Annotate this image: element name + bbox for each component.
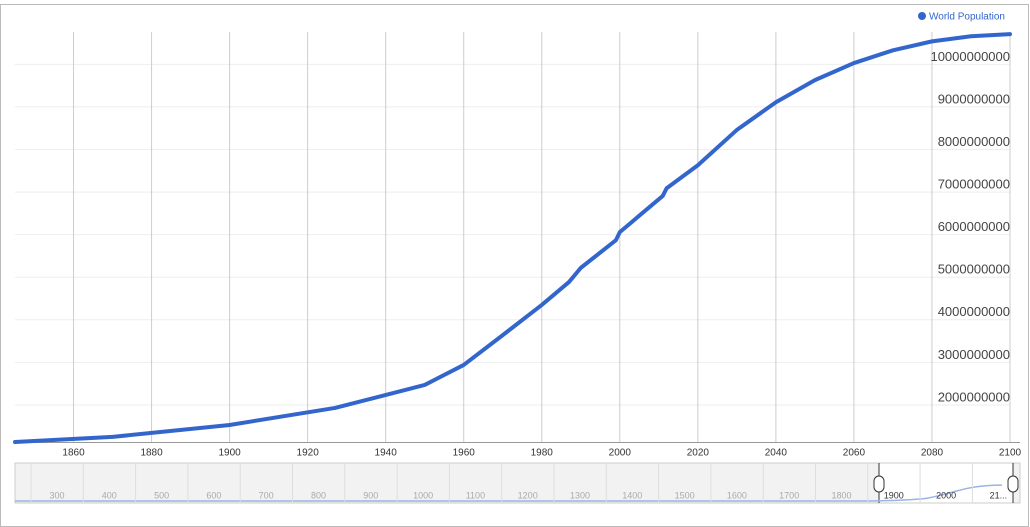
y-tick-label: 9000000000 bbox=[938, 91, 1010, 106]
navigator-label: 800 bbox=[311, 490, 326, 500]
legend-swatch bbox=[918, 12, 926, 20]
y-tick-label: 2000000000 bbox=[938, 389, 1010, 404]
navigator-line bbox=[15, 484, 1003, 502]
x-tick-label: 1940 bbox=[375, 448, 398, 459]
navigator-label: 1600 bbox=[727, 490, 747, 500]
navigator-label: 1400 bbox=[622, 490, 642, 500]
x-tick-label: 2080 bbox=[921, 448, 944, 459]
navigator bbox=[14, 462, 1021, 504]
navigator-window bbox=[878, 462, 1014, 504]
navigator-label: 1300 bbox=[570, 490, 590, 500]
handle[interactable] bbox=[1007, 475, 1019, 493]
navigator-label: 1700 bbox=[779, 490, 799, 500]
navigator-label: 1100 bbox=[466, 490, 485, 500]
navigator-label: 700 bbox=[259, 490, 274, 500]
x-tick-label: 2100 bbox=[999, 448, 1022, 459]
navigator-label: 300 bbox=[49, 490, 64, 500]
y-tick-label: 7000000000 bbox=[938, 177, 1010, 192]
x-tick-label: 1900 bbox=[218, 448, 241, 459]
legend-label[interactable]: World Population bbox=[929, 12, 1005, 23]
navigator-label: 1000 bbox=[413, 490, 433, 500]
x-tick-label: 2020 bbox=[687, 448, 710, 459]
x-tick-label: 1880 bbox=[140, 448, 163, 459]
x-tick-label: 1920 bbox=[297, 448, 320, 459]
handle[interactable] bbox=[873, 475, 885, 493]
y-tick-label: 4000000000 bbox=[938, 304, 1010, 319]
navigator-label: 500 bbox=[154, 490, 169, 500]
frame bbox=[0, 4, 1029, 527]
navigator-label: 400 bbox=[102, 490, 117, 500]
y-tick-label: 8000000000 bbox=[938, 134, 1010, 149]
x-tick-label: 2040 bbox=[765, 448, 788, 459]
navigator-handle[interactable] bbox=[873, 463, 885, 503]
navigator-label: 1500 bbox=[675, 490, 695, 500]
x-tick-label: 1960 bbox=[453, 448, 476, 459]
navigator-label: 900 bbox=[363, 490, 378, 500]
navigator-handle[interactable] bbox=[1007, 463, 1019, 503]
navigator-label: 1900 bbox=[884, 490, 904, 500]
navigator-label: 2000 bbox=[936, 490, 956, 500]
x-tick-label: 1980 bbox=[531, 448, 554, 459]
x-tick-label: 2000 bbox=[609, 448, 632, 459]
navigator-label: 1800 bbox=[831, 490, 851, 500]
navigator-label: 1200 bbox=[518, 490, 538, 500]
y-tick-label: 6000000000 bbox=[938, 219, 1010, 234]
x-tick-label: 2060 bbox=[843, 448, 866, 459]
y-tick-label: 10000000000 bbox=[930, 49, 1010, 64]
y-tick-label: 3000000000 bbox=[938, 347, 1010, 362]
navigator-label: 21... bbox=[990, 490, 1008, 500]
navigator-label: 600 bbox=[206, 490, 221, 500]
y-tick-label: 5000000000 bbox=[938, 262, 1010, 277]
data-line bbox=[13, 32, 1012, 444]
x-tick-label: 1860 bbox=[62, 448, 85, 459]
